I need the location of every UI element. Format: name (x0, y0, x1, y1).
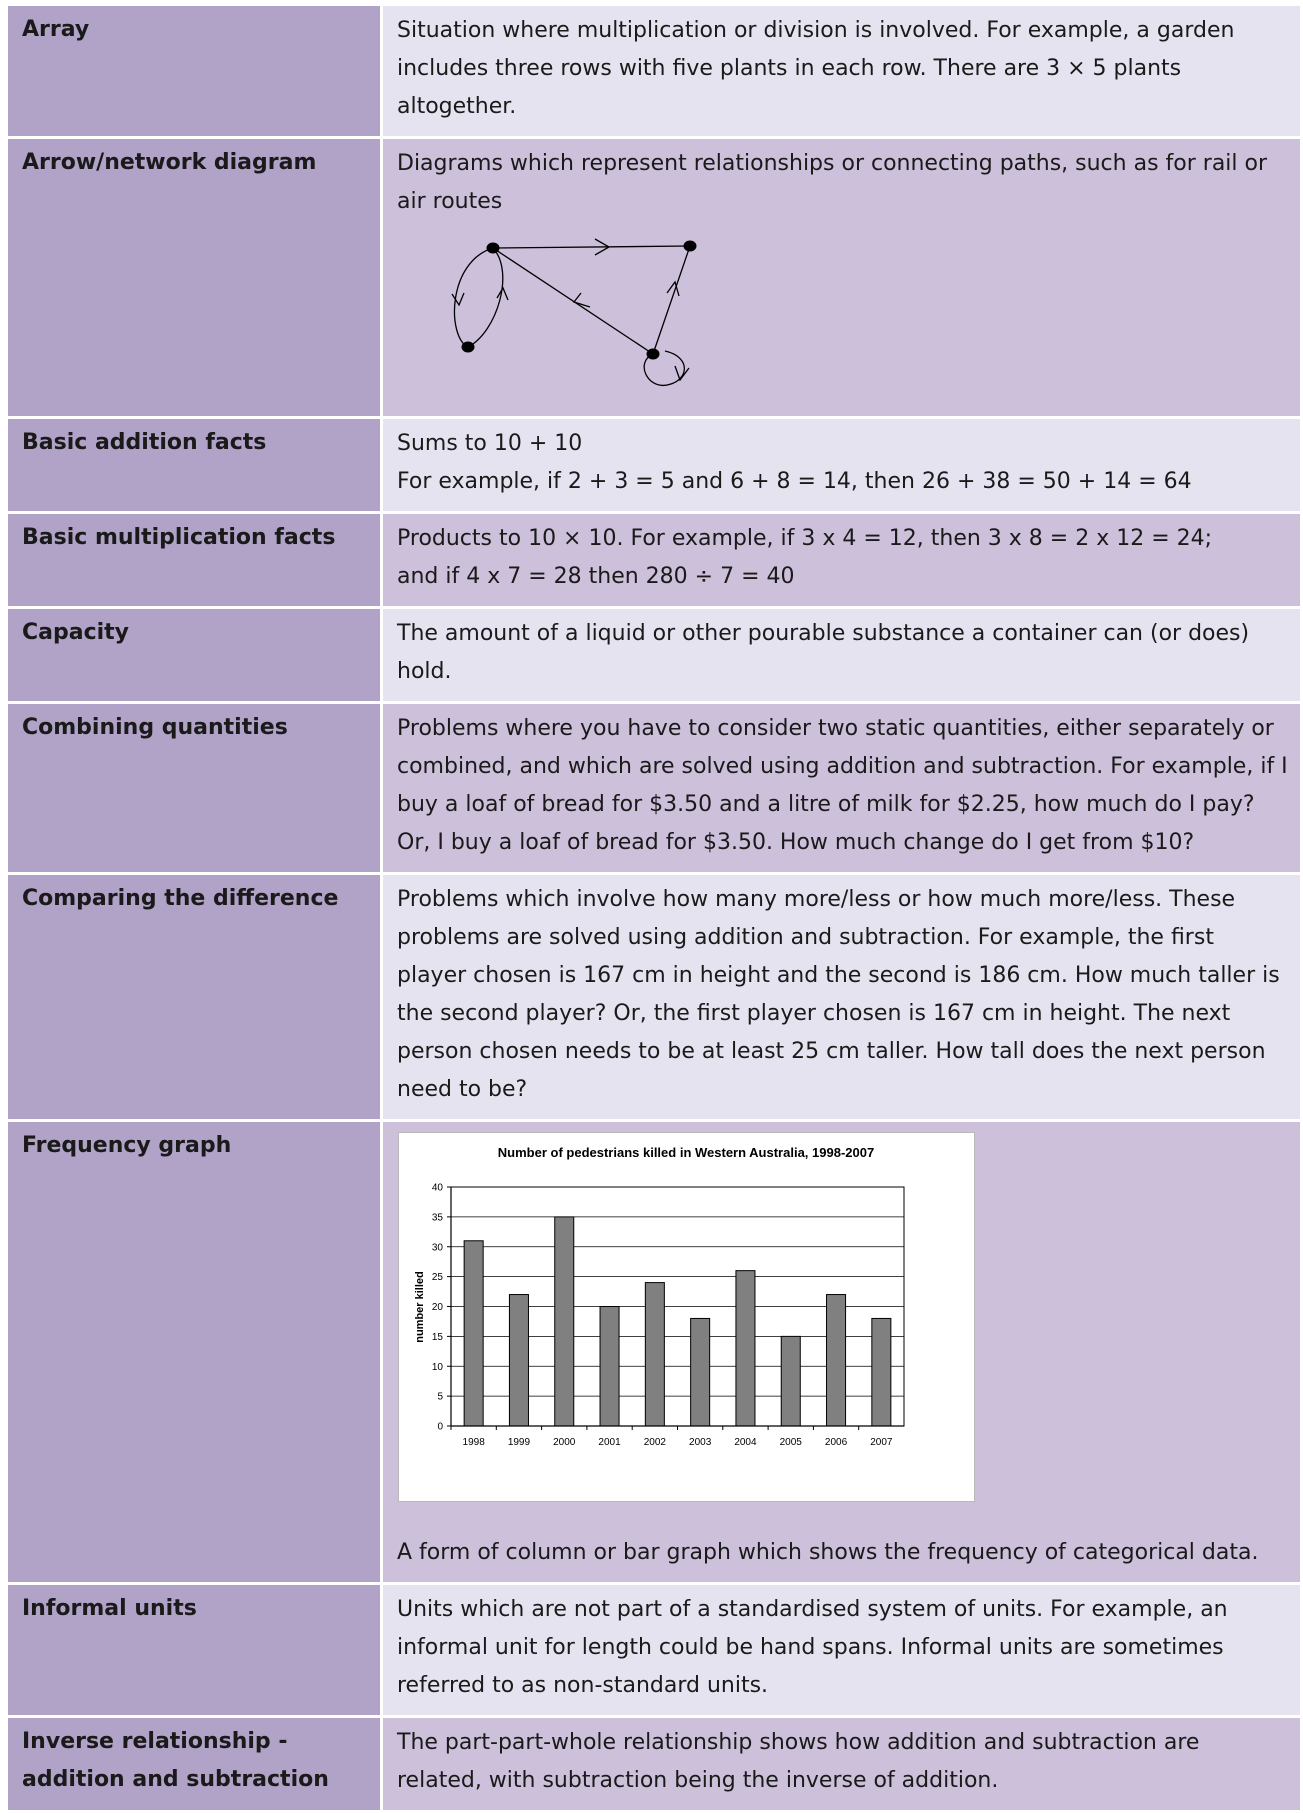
glossary-row-capacity: Capacity The amount of a liquid or other… (7, 608, 1302, 703)
x-tick-label: 2003 (689, 1437, 712, 1448)
definition-cell: The part-part-whole relationship shows h… (382, 1717, 1302, 1812)
network-node (647, 349, 660, 360)
term-cell: Comparing the difference (7, 874, 382, 1121)
term-cell: Frequency graph (7, 1121, 382, 1584)
definition-text: The part-part-whole relationship shows h… (397, 1724, 1290, 1800)
network-node (462, 342, 475, 353)
term-cell: Combining quantities (7, 703, 382, 874)
glossary-row-informal-units: Informal units Units which are not part … (7, 1584, 1302, 1717)
term-cell: Basic multiplication facts (7, 513, 382, 608)
y-tick-label: 10 (432, 1362, 444, 1373)
edge-arrowhead (675, 366, 689, 380)
glossary-row-arrow-network-diagram: Arrow/network diagram Diagrams which rep… (7, 138, 1302, 418)
x-tick-label: 2000 (553, 1437, 576, 1448)
glossary-row-basic-addition-facts: Basic addition facts Sums to 10 + 10 For… (7, 418, 1302, 513)
glossary-table: Array Situation where multiplication or … (5, 3, 1303, 1813)
term-cell: Array (7, 5, 382, 138)
y-tick-label: 20 (432, 1302, 444, 1313)
definition-text: A form of column or bar graph which show… (397, 1534, 1290, 1572)
definition-text: Situation where multiplication or divisi… (397, 12, 1290, 126)
network-edge (493, 248, 653, 354)
definition-text: For example, if 2 + 3 = 5 and 6 + 8 = 14… (397, 463, 1290, 501)
edge-arrowhead (497, 288, 508, 300)
glossary-row-frequency-graph: Frequency graph Number of pedestrians ki… (7, 1121, 1302, 1584)
bar-2004 (736, 1271, 755, 1426)
definition-text: and if 4 x 7 = 28 then 280 ÷ 7 = 40 (397, 558, 1290, 596)
arrow-network-diagram (397, 227, 717, 397)
term-cell: Capacity (7, 608, 382, 703)
y-tick-label: 15 (432, 1332, 444, 1343)
definition-cell: Diagrams which represent relationships o… (382, 138, 1302, 418)
y-tick-label: 35 (432, 1212, 444, 1223)
glossary-row-inverse-relationship: Inverse relationship - addition and subt… (7, 1717, 1302, 1812)
y-tick-label: 30 (432, 1242, 444, 1253)
term-cell: Informal units (7, 1584, 382, 1717)
definition-text: Units which are not part of a standardis… (397, 1591, 1290, 1705)
term-cell: Arrow/network diagram (7, 138, 382, 418)
glossary-row-combining-quantities: Combining quantities Problems where you … (7, 703, 1302, 874)
definition-cell: The amount of a liquid or other pourable… (382, 608, 1302, 703)
definition-text: Problems which involve how many more/les… (397, 881, 1290, 1109)
edge-arrowhead (452, 293, 464, 305)
definition-cell: Number of pedestrians killed in Western … (382, 1121, 1302, 1584)
definition-text: Problems where you have to consider two … (397, 710, 1290, 862)
y-tick-label: 5 (437, 1392, 443, 1403)
glossary-row-array: Array Situation where multiplication or … (7, 5, 1302, 138)
network-edge (653, 246, 690, 354)
definition-cell: Sums to 10 + 10 For example, if 2 + 3 = … (382, 418, 1302, 513)
frequency-chart: Number of pedestrians killed in Western … (398, 1132, 975, 1502)
x-tick-label: 2001 (598, 1437, 621, 1448)
bar-2000 (555, 1217, 574, 1426)
x-tick-label: 2002 (644, 1437, 667, 1448)
definition-text: Products to 10 × 10. For example, if 3 x… (397, 520, 1290, 558)
bar-2002 (645, 1283, 664, 1426)
bar-2006 (827, 1295, 846, 1426)
bar-1998 (464, 1241, 483, 1426)
x-tick-label: 2005 (780, 1437, 803, 1448)
y-tick-label: 25 (432, 1272, 444, 1283)
glossary-row-basic-multiplication-facts: Basic multiplication facts Products to 1… (7, 513, 1302, 608)
bar-2005 (781, 1336, 800, 1426)
edge-arrowhead (574, 293, 590, 307)
chart-title: Number of pedestrians killed in Western … (498, 1145, 874, 1160)
term-cell: Inverse relationship - addition and subt… (7, 1717, 382, 1812)
definition-text: Sums to 10 + 10 (397, 425, 1290, 463)
y-tick-label: 0 (437, 1422, 443, 1433)
definition-cell: Problems which involve how many more/les… (382, 874, 1302, 1121)
term-cell: Basic addition facts (7, 418, 382, 513)
definition-cell: Situation where multiplication or divisi… (382, 5, 1302, 138)
network-node (684, 241, 697, 252)
bar-chart-svg: Number of pedestrians killed in Western … (399, 1133, 974, 1501)
network-node (487, 243, 500, 254)
x-tick-label: 2007 (870, 1437, 893, 1448)
x-tick-label: 1998 (463, 1437, 486, 1448)
network-edge (454, 248, 493, 347)
definition-cell: Products to 10 × 10. For example, if 3 x… (382, 513, 1302, 608)
bar-2001 (600, 1307, 619, 1427)
bar-2003 (691, 1318, 710, 1426)
chart-y-axis-label: number killed (414, 1271, 426, 1343)
network-edge (493, 246, 690, 248)
bar-2007 (872, 1318, 891, 1426)
definition-cell: Units which are not part of a standardis… (382, 1584, 1302, 1717)
x-tick-label: 2006 (825, 1437, 848, 1448)
definition-text: Diagrams which represent relationships o… (397, 145, 1290, 221)
definition-text: The amount of a liquid or other pourable… (397, 615, 1290, 691)
x-tick-label: 2004 (734, 1437, 757, 1448)
definition-cell: Problems where you have to consider two … (382, 703, 1302, 874)
glossary-row-comparing-the-difference: Comparing the difference Problems which … (7, 874, 1302, 1121)
y-tick-label: 40 (432, 1183, 444, 1194)
x-tick-label: 1999 (508, 1437, 531, 1448)
bar-1999 (509, 1295, 528, 1426)
